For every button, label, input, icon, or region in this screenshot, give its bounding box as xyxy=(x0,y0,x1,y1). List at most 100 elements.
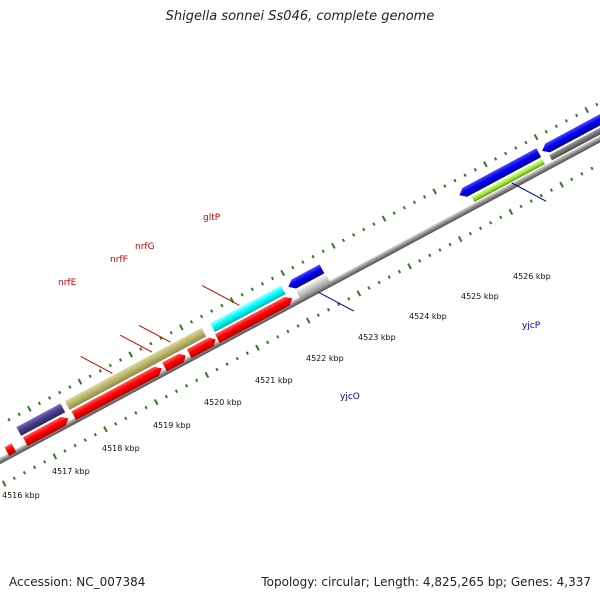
outer-tick-mark xyxy=(88,374,92,379)
inner-tick-mark xyxy=(296,324,300,328)
nrfE-olive-feature xyxy=(64,327,207,410)
inner-tick-mark xyxy=(153,398,159,406)
position-label: 4525 kbp xyxy=(461,292,499,301)
inner-tick-mark xyxy=(12,476,16,480)
inner-tick-mark xyxy=(164,394,168,399)
outer-tick-mark xyxy=(544,129,548,134)
outer-tick-mark xyxy=(159,336,163,340)
outer-tick-mark xyxy=(574,113,579,118)
outer-tick-mark xyxy=(554,124,558,129)
outer-tick-mark xyxy=(362,227,366,232)
navy-gene-feature xyxy=(16,403,66,436)
outer-tick-mark xyxy=(17,412,21,417)
inner-tick-mark xyxy=(457,235,463,243)
inner-tick-mark xyxy=(286,329,290,334)
outer-tick-mark xyxy=(524,140,528,145)
reverse-strand-features xyxy=(4,264,331,456)
inner-tick-mark xyxy=(529,199,533,203)
outer-tick-mark xyxy=(58,390,62,395)
outer-tick-mark xyxy=(533,134,539,141)
inner-tick-mark xyxy=(356,290,362,297)
inner-tick-mark xyxy=(559,181,564,188)
nrfG-red-feature xyxy=(186,337,216,359)
outer-tick-mark xyxy=(381,215,387,222)
position-label: 4521 kbp xyxy=(255,376,293,385)
gene-label-yjcP: yjcP xyxy=(522,321,541,331)
yjcO-leader-line xyxy=(318,291,355,312)
inner-tick-mark xyxy=(134,411,138,415)
outer-tick-mark xyxy=(564,119,569,123)
outer-tick-mark xyxy=(453,178,457,183)
outer-tick-mark xyxy=(392,211,396,215)
inner-tick-mark xyxy=(347,297,351,301)
inner-tick-mark xyxy=(144,405,148,410)
position-label: 4524 kbp xyxy=(409,312,447,321)
outer-tick-mark xyxy=(200,314,204,319)
outer-tick-mark xyxy=(514,146,518,150)
outer-tick-mark xyxy=(311,254,315,259)
inner-tick-mark xyxy=(195,378,199,383)
outer-tick-mark xyxy=(341,238,346,243)
outer-tick-mark xyxy=(27,405,32,412)
outer-tick-mark xyxy=(139,347,143,351)
inner-tick-mark xyxy=(508,208,514,215)
outer-tick-ring xyxy=(0,102,599,427)
gene-labels: nrfE nrfF nrfG gltP yjcO yjcP xyxy=(58,213,541,402)
map-title: Shigella sonnei Ss046, complete genome xyxy=(165,9,435,24)
inner-tick-mark xyxy=(174,389,179,394)
inner-tick-mark xyxy=(468,231,472,236)
nrfF-leader-line xyxy=(120,334,153,353)
outer-tick-mark xyxy=(210,309,214,313)
inner-tick-mark xyxy=(184,383,189,388)
blue-forward-feature-2 xyxy=(542,82,600,153)
inner-tick-mark xyxy=(549,188,554,192)
inner-tick-mark xyxy=(519,204,523,209)
inner-tick-mark xyxy=(337,302,341,307)
nrfG-leader-line xyxy=(138,324,171,343)
outer-tick-mark xyxy=(68,385,72,389)
inner-tick-mark xyxy=(124,416,128,421)
inner-tick-mark xyxy=(489,220,493,225)
gene-label-gltP: gltP xyxy=(203,213,221,223)
gene-label-leaders xyxy=(80,182,547,374)
lime-feature xyxy=(471,158,545,202)
outer-tick-mark xyxy=(108,363,112,368)
outer-tick-mark xyxy=(77,378,83,385)
inner-tick-mark xyxy=(316,313,320,317)
outer-tick-mark xyxy=(149,341,153,346)
position-label: 4523 kbp xyxy=(358,333,396,342)
position-label: 4516 kbp xyxy=(2,491,40,500)
accession-text: Accession: NC_007384 xyxy=(9,575,146,589)
inner-tick-mark xyxy=(539,193,543,198)
outer-tick-mark xyxy=(443,184,447,188)
nrfE-red-feature xyxy=(71,366,162,421)
outer-tick-mark xyxy=(260,282,264,286)
outer-tick-mark xyxy=(493,157,498,161)
inner-tick-mark xyxy=(63,449,67,453)
position-label: 4520 kbp xyxy=(204,398,242,407)
inner-tick-mark xyxy=(1,480,7,487)
inner-tick-mark xyxy=(499,215,503,220)
outer-tick-mark xyxy=(331,242,336,249)
inner-tick-mark xyxy=(448,242,452,247)
inner-tick-mark xyxy=(52,453,58,460)
inner-tick-mark xyxy=(32,465,37,470)
outer-tick-mark xyxy=(301,260,305,264)
outer-tick-mark xyxy=(432,188,437,195)
inner-tick-mark xyxy=(245,351,249,355)
gltP-cyan-feature xyxy=(210,285,286,332)
outer-tick-mark xyxy=(402,205,406,210)
inner-tick-mark xyxy=(570,177,574,182)
inner-tick-mark xyxy=(326,307,331,312)
outer-tick-mark xyxy=(463,173,467,177)
inner-tick-mark xyxy=(418,258,422,263)
inner-tick-mark xyxy=(204,371,210,379)
inner-tick-mark xyxy=(590,166,594,171)
outer-tick-mark xyxy=(250,287,254,292)
position-label: 4518 kbp xyxy=(102,444,140,453)
inner-tick-mark xyxy=(43,460,47,464)
outer-tick-mark xyxy=(473,167,477,172)
nrfE-leader-line xyxy=(80,356,113,374)
nrfF-red-feature xyxy=(162,353,186,372)
